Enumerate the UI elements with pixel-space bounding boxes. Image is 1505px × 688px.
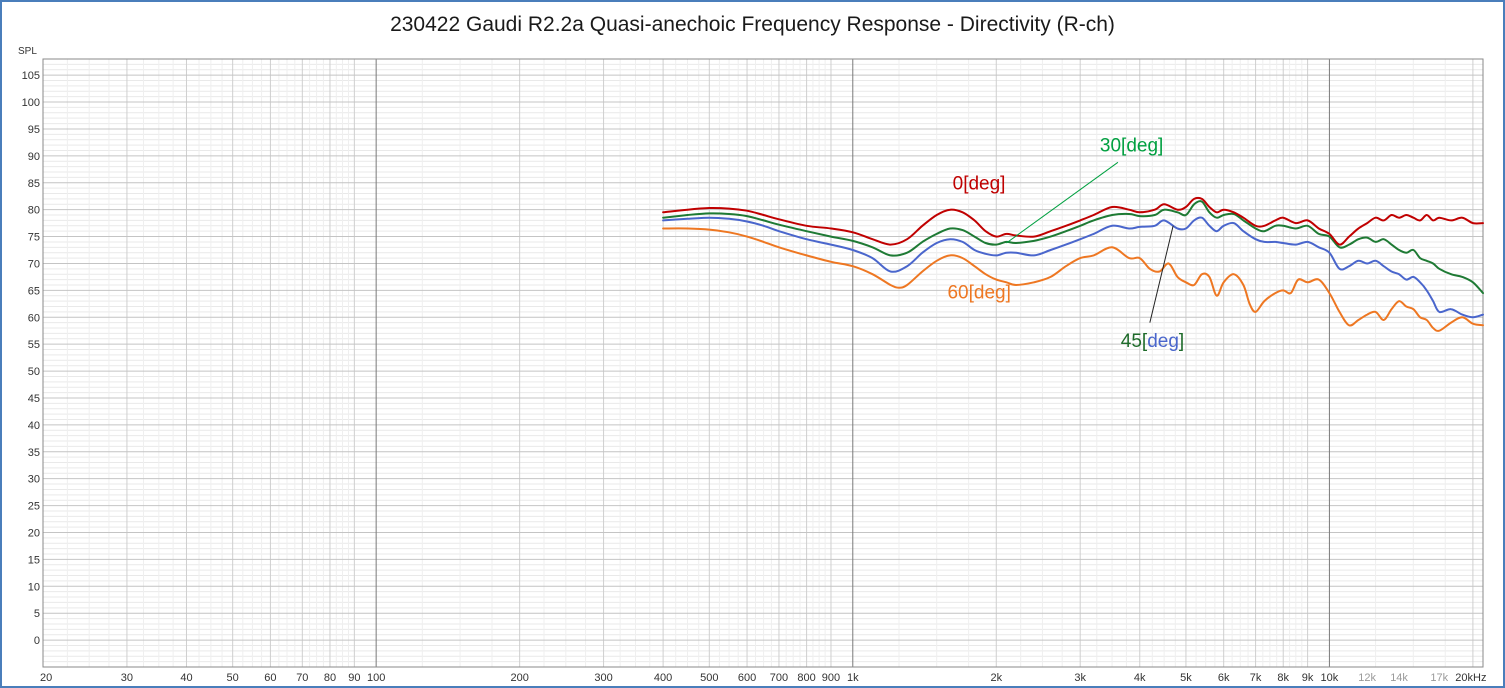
x-tick-label: 12k	[1358, 672, 1376, 684]
y-tick-label: 5	[34, 608, 40, 620]
x-tick-label: 20kHz	[1455, 672, 1486, 684]
ann-45-label: 45[deg]	[1121, 331, 1184, 352]
y-tick-label: 95	[28, 124, 40, 136]
ann-60-label: 60[deg]	[947, 282, 1010, 303]
y-axis-label: SPL	[18, 46, 37, 57]
x-tick-label: 80	[324, 672, 336, 684]
series-line-30deg	[662, 200, 1484, 295]
y-tick-label: 75	[28, 232, 40, 244]
y-tick-label: 105	[22, 70, 40, 82]
ann-0-label: 0[deg]	[953, 174, 1006, 195]
y-tick-label: 30	[28, 474, 40, 486]
x-tick-label: 500	[700, 672, 718, 684]
x-tick-label: 600	[738, 672, 756, 684]
x-tick-label: 7k	[1250, 672, 1262, 684]
x-tick-label: 6k	[1218, 672, 1230, 684]
x-tick-label: 800	[797, 672, 815, 684]
x-tick-label: 8k	[1277, 672, 1289, 684]
y-tick-label: 85	[28, 178, 40, 190]
y-tick-label: 70	[28, 258, 40, 270]
x-tick-label: 40	[180, 672, 192, 684]
y-tick-label: 35	[28, 447, 40, 459]
x-tick-label: 20	[40, 672, 52, 684]
y-tick-label: 45	[28, 393, 40, 405]
y-tick-label: 15	[28, 554, 40, 566]
y-tick-label: 65	[28, 285, 40, 297]
series-lines	[662, 196, 1484, 332]
x-tick-label: 700	[770, 672, 788, 684]
y-tick-label: 10	[28, 581, 40, 593]
x-tick-label: 60	[264, 672, 276, 684]
x-tick-label: 9k	[1302, 672, 1314, 684]
x-tick-label: 4k	[1134, 672, 1146, 684]
y-tick-label: 40	[28, 420, 40, 432]
x-tick-label: 10k	[1321, 672, 1339, 684]
x-tick-label: 400	[654, 672, 672, 684]
y-tick-label: 55	[28, 339, 40, 351]
y-tick-label: 60	[28, 312, 40, 324]
x-tick-label: 3k	[1074, 672, 1086, 684]
y-tick-label: 0	[34, 635, 40, 647]
y-tick-label: 80	[28, 205, 40, 217]
x-tick-label: 30	[121, 672, 133, 684]
y-tick-label: 25	[28, 501, 40, 513]
y-axis-ticks: 0 5 10 15 20 25 30 35 40 45 50 55 60 65 70 75 80 85 90 95 10…	[22, 70, 40, 647]
x-tick-label: 50	[227, 672, 239, 684]
x-tick-label: 70	[296, 672, 308, 684]
ann-45-leader-line	[1149, 225, 1174, 323]
x-tick-label: 100	[367, 672, 385, 684]
x-tick-label: 1k	[847, 672, 859, 684]
minor-grid	[42, 58, 1483, 667]
ann-30-label: 30[deg]	[1100, 136, 1163, 157]
x-tick-label: 14k	[1390, 672, 1408, 684]
series-line-0deg	[662, 196, 1484, 246]
ann-30-leader-line	[1006, 161, 1119, 244]
y-tick-label: 100	[22, 97, 40, 109]
x-tick-label: 900	[822, 672, 840, 684]
y-tick-label: 20	[28, 527, 40, 539]
y-tick-label: 90	[28, 151, 40, 163]
annotations: 0[deg] 30[deg] 45[deg] 60[deg]	[947, 136, 1184, 352]
series-line-45deg	[662, 216, 1484, 319]
chart-title: 230422 Gaudi R2.2a Quasi-anechoic Freque…	[390, 13, 1115, 36]
x-tick-label: 5k	[1180, 672, 1192, 684]
x-tick-label: 300	[594, 672, 612, 684]
y-tick-label: 50	[28, 366, 40, 378]
x-axis-ticks: 20 30 40 50 60 70 80 90 100 200 300 400 500 600 700 800…	[40, 672, 1486, 684]
x-tick-label: 2k	[990, 672, 1002, 684]
x-tick-label: 90	[348, 672, 360, 684]
plot-area-border	[42, 58, 1484, 668]
x-tick-label: 200	[510, 672, 528, 684]
x-tick-label: 17k	[1430, 672, 1448, 684]
series-line-60deg	[662, 227, 1484, 332]
